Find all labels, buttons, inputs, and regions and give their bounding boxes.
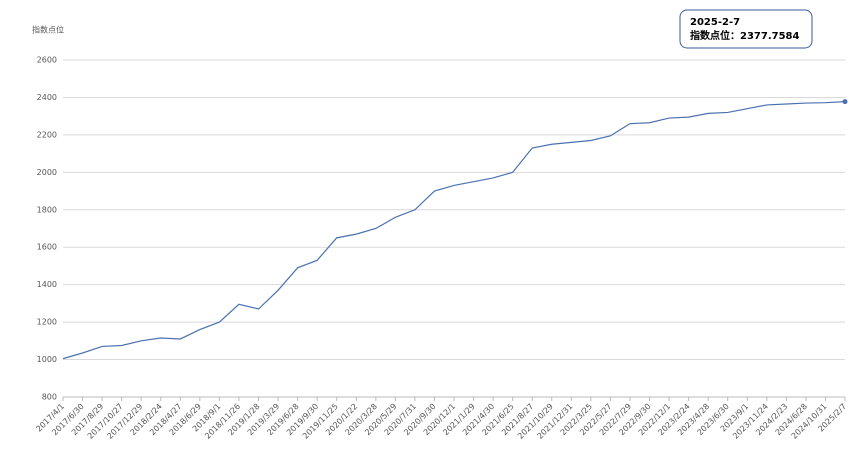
y-tick-label: 1000 — [37, 355, 57, 364]
tooltip-box — [679, 9, 813, 49]
y-tick-label: 1800 — [37, 205, 57, 214]
y-tick-label: 1600 — [37, 243, 57, 252]
tooltip-title: 2025-2-7 — [690, 17, 740, 28]
highlight-point — [842, 99, 848, 105]
y-tick-label: 2400 — [37, 93, 57, 102]
y-tick-label: 1200 — [37, 318, 57, 327]
y-tick-label: 2000 — [37, 168, 57, 177]
y-tick-label: 800 — [42, 393, 57, 402]
tooltip-text: 指数点位：2377.7584 — [690, 29, 800, 42]
y-tick-label: 2200 — [37, 130, 57, 139]
line — [62, 101, 846, 360]
y-axis-title: 指数点位 — [32, 25, 64, 35]
y-tick-label: 2600 — [37, 56, 57, 65]
tooltip: 2025-2-7 指数点位：2377.7584 — [679, 9, 813, 49]
y-tick-label: 1400 — [37, 280, 57, 289]
